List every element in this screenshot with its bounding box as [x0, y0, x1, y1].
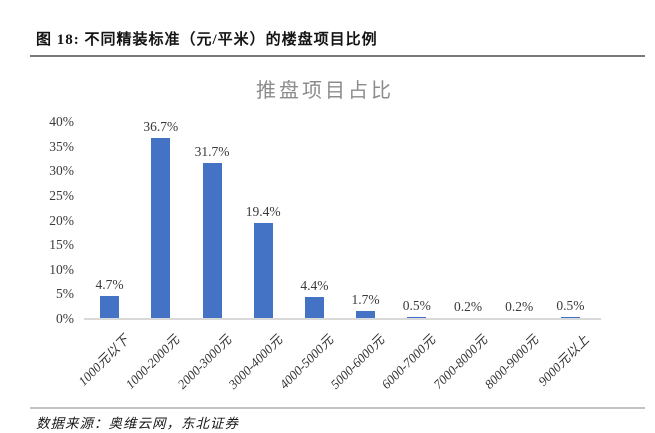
y-tick-label: 30% — [49, 163, 74, 179]
y-tick-label: 10% — [49, 261, 74, 277]
bar-value-label: 36.7% — [143, 119, 179, 135]
bar — [356, 310, 376, 319]
bar-value-label: 4.7% — [95, 276, 124, 292]
source-divider-line — [30, 407, 645, 409]
bar-value-label: 4.4% — [300, 278, 329, 294]
y-tick-label: 0% — [56, 311, 74, 326]
bar — [407, 316, 427, 319]
chart-title: 推盘项目占比 — [256, 80, 394, 102]
y-tick-label: 40% — [49, 114, 74, 129]
bar — [202, 162, 222, 319]
bar — [253, 223, 273, 319]
x-axis-line — [84, 318, 601, 320]
y-tick-label: 5% — [56, 286, 74, 302]
y-tick-label: 20% — [49, 212, 74, 228]
bar-value-label: 31.7% — [194, 143, 230, 159]
bar-value-label: 0.2% — [453, 299, 483, 314]
y-tick-label: 15% — [49, 237, 74, 253]
bar — [151, 138, 171, 319]
bar — [100, 295, 120, 319]
bar-value-label: 0.5% — [402, 297, 431, 313]
source-text: 数据来源：奥维云网，东北证券 — [36, 416, 239, 431]
bar-value-label: 0.5% — [556, 297, 585, 313]
figure-caption: 图 18: 不同精装标准（元/平米）的楼盘项目比例 — [36, 32, 378, 48]
bar-value-label: 0.2% — [505, 299, 534, 314]
y-tick-label: 25% — [49, 187, 74, 203]
bar-value-label: 19.4% — [245, 204, 281, 220]
bar-value-label: 1.7% — [351, 291, 380, 307]
y-tick-label: 35% — [49, 138, 74, 154]
bar — [304, 297, 324, 319]
caption-divider-line — [30, 55, 645, 57]
bar — [560, 316, 580, 319]
